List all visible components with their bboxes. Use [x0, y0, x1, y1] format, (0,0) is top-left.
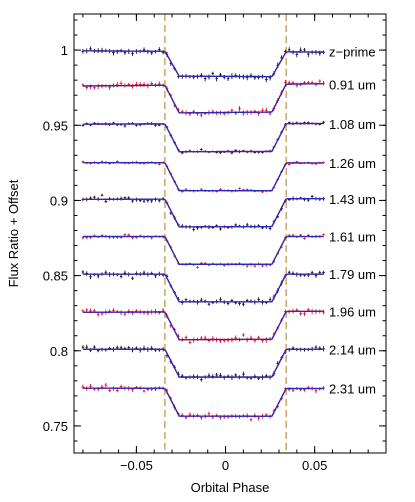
- model-curve-inner: [82, 387, 324, 417]
- series-10: 2.31 um: [81, 381, 376, 422]
- y-tick-label: 0.95: [43, 118, 68, 133]
- x-axis-label: Orbital Phase: [191, 480, 270, 495]
- model-curve-inner: [82, 50, 324, 78]
- series-9: 2.14 um: [81, 342, 376, 382]
- series-label: 1.96 um: [329, 305, 376, 320]
- series-label: 1.43 um: [329, 192, 376, 207]
- series-6: 1.61 um: [81, 230, 376, 269]
- model-curve: [82, 235, 324, 265]
- series-label: 1.26 um: [329, 156, 376, 171]
- model-curve: [82, 387, 324, 417]
- series-7: 1.79 um: [81, 267, 376, 307]
- series-5: 1.43 um: [81, 192, 376, 232]
- model-curve-inner: [82, 83, 324, 114]
- model-curve: [82, 50, 324, 78]
- model-curve: [82, 122, 324, 153]
- y-axis-label: Flux Ratio + Offset: [6, 179, 21, 287]
- x-tick-label: 0.05: [302, 458, 327, 473]
- y-tick-label: 0.8: [50, 344, 68, 359]
- model-curve: [82, 310, 324, 341]
- y-tick-label: 0.85: [43, 269, 68, 284]
- series-8: 1.96 um: [81, 305, 376, 345]
- x-tick-label: 0: [222, 458, 229, 473]
- axes: 0.75 0.8 0.85 0.9 0.95 1 −0.05 0 0.05: [43, 13, 387, 473]
- series-label: z−prime: [329, 45, 376, 60]
- series-label: 2.14 um: [329, 342, 376, 357]
- model-curve-inner: [82, 161, 324, 192]
- series-label: 2.31 um: [329, 381, 376, 396]
- series-4: 1.26 um: [81, 156, 376, 193]
- x-tick-label: −0.05: [120, 458, 153, 473]
- series-label: 1.61 um: [329, 230, 376, 245]
- model-curve: [82, 83, 324, 114]
- model-curve-inner: [82, 122, 324, 153]
- series-layer: z−prime 0.91 um 1.08 um 1.26 um 1.43 um 1.61 …: [81, 45, 376, 422]
- plot-frame: [73, 13, 387, 454]
- model-curve: [82, 273, 324, 303]
- model-curve-inner: [82, 273, 324, 303]
- series-3: 1.08 um: [81, 117, 376, 155]
- model-curve-inner: [82, 310, 324, 341]
- model-curve: [82, 348, 324, 378]
- series-2: 0.91 um: [81, 78, 376, 118]
- y-tick-label: 1: [61, 43, 68, 58]
- model-curve-inner: [82, 348, 324, 378]
- series-label: 0.91 um: [329, 78, 376, 93]
- model-curve: [82, 161, 324, 192]
- series-label: 1.79 um: [329, 267, 376, 282]
- y-tick-label: 0.9: [50, 193, 68, 208]
- model-curve-inner: [82, 197, 324, 228]
- series-1: z−prime: [81, 45, 376, 83]
- series-label: 1.08 um: [329, 117, 376, 132]
- plot-area: [164, 14, 287, 453]
- model-curve-inner: [82, 235, 324, 265]
- y-tick-label: 0.75: [43, 419, 68, 434]
- model-curve: [82, 197, 324, 228]
